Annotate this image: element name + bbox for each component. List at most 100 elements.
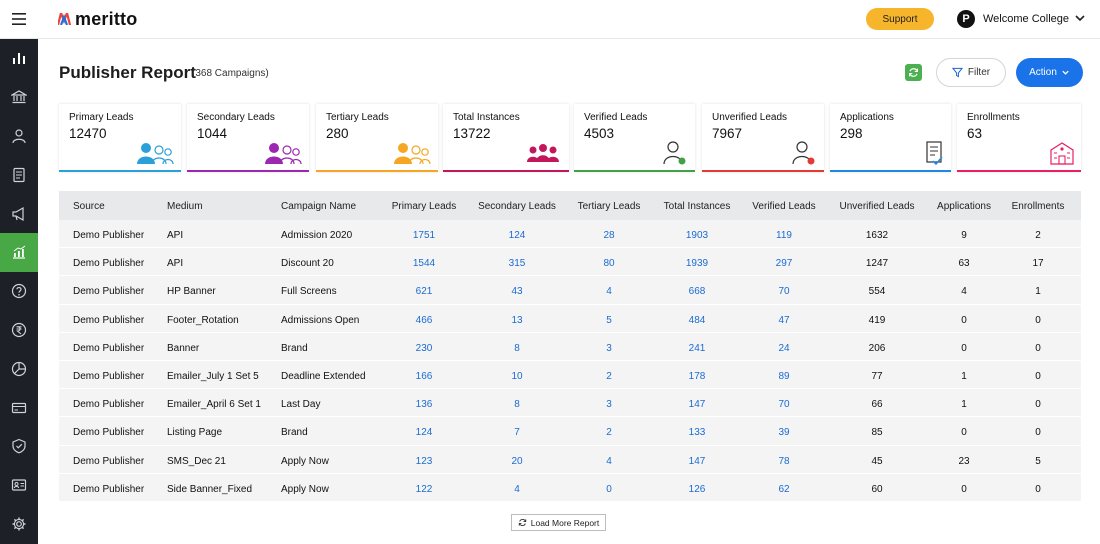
cell-tertiary-leads[interactable]: 5 (606, 314, 612, 326)
stat-card-applications[interactable]: Applications 298 (830, 104, 951, 172)
refresh-button[interactable] (905, 64, 922, 81)
cell-verified-leads[interactable]: 39 (778, 427, 790, 439)
sidebar-item-campaigns[interactable] (0, 194, 38, 233)
stat-card-enrollments[interactable]: Enrollments 63 (957, 104, 1081, 172)
cell-primary-leads[interactable]: 621 (415, 286, 433, 298)
cell-tertiary-leads[interactable]: 0 (606, 483, 612, 495)
cell-tertiary-leads[interactable]: 3 (606, 399, 612, 411)
filter-button[interactable]: Filter (936, 58, 1006, 87)
cell-total-instances[interactable]: 147 (688, 399, 706, 411)
sidebar-item-users[interactable] (0, 117, 38, 156)
column-header-campaign-name[interactable]: Campaign Name (281, 201, 357, 212)
column-header-primary-leads[interactable]: Primary Leads (391, 201, 457, 212)
column-header-unverified-leads[interactable]: Unverified Leads (839, 201, 915, 212)
cell-tertiary-leads[interactable]: 28 (603, 230, 615, 241)
cell-verified-leads[interactable]: 70 (778, 399, 790, 411)
cell-primary-leads[interactable]: 122 (415, 483, 433, 495)
cell-tertiary-leads[interactable]: 4 (606, 286, 612, 298)
cell-verified-leads[interactable]: 47 (778, 314, 790, 326)
column-header-medium[interactable]: Medium (167, 201, 203, 212)
help-icon (11, 284, 27, 299)
cell-secondary-leads[interactable]: 4 (514, 483, 520, 495)
stat-card-tertiary-leads[interactable]: Tertiary Leads 280 (316, 104, 438, 172)
cell-total-instances[interactable]: 178 (688, 371, 706, 382)
cell-primary-leads[interactable]: 136 (415, 399, 433, 411)
cell-tertiary-leads[interactable]: 2 (606, 371, 612, 382)
cell-total-instances[interactable]: 241 (688, 342, 706, 354)
cell-verified-leads[interactable]: 297 (775, 258, 793, 270)
hamburger-menu-icon[interactable] (0, 0, 38, 39)
users-icon (265, 143, 302, 165)
sidebar-item-dashboard[interactable] (0, 39, 38, 78)
sidebar-item-billing[interactable] (0, 388, 38, 427)
chevron-down-icon[interactable] (1074, 12, 1086, 24)
cell-tertiary-leads[interactable]: 80 (603, 258, 615, 270)
sidebar-item-help[interactable] (0, 272, 38, 311)
cell-primary-leads[interactable]: 1751 (412, 230, 436, 241)
college-name[interactable]: Welcome College (983, 13, 1070, 25)
sidebar-item-institution[interactable] (0, 78, 38, 117)
sidebar-item-payments[interactable] (0, 311, 38, 350)
load-more-button[interactable]: Load More Report (511, 514, 606, 531)
column-header-enrollments[interactable]: Enrollments (1011, 201, 1065, 212)
column-header-tertiary-leads[interactable]: Tertiary Leads (577, 201, 641, 212)
stat-card-secondary-leads[interactable]: Secondary Leads 1044 (187, 104, 309, 172)
cell-campaign-name: Full Screens (281, 286, 337, 298)
cell-secondary-leads[interactable]: 8 (514, 342, 520, 354)
column-header-source[interactable]: Source (73, 201, 105, 212)
stat-card-verified-leads[interactable]: Verified Leads 4503 (574, 104, 695, 172)
cell-verified-leads[interactable]: 89 (778, 371, 790, 382)
sidebar-item-security[interactable] (0, 427, 38, 466)
action-button[interactable]: Action (1016, 58, 1083, 87)
sidebar-item-documents[interactable] (0, 155, 38, 194)
cell-source: Demo Publisher (73, 427, 145, 439)
cell-verified-leads[interactable]: 24 (778, 342, 790, 354)
cell-tertiary-leads[interactable]: 2 (606, 427, 612, 439)
cell-total-instances[interactable]: 484 (688, 314, 706, 326)
cell-primary-leads[interactable]: 166 (415, 371, 433, 382)
cell-unverified-leads: 45 (871, 455, 883, 467)
cell-total-instances[interactable]: 1903 (685, 230, 709, 241)
cell-primary-leads[interactable]: 123 (415, 455, 433, 467)
stat-card-unverified-leads[interactable]: Unverified Leads 7967 (702, 104, 824, 172)
cell-secondary-leads[interactable]: 20 (511, 455, 523, 467)
stat-card-total-instances[interactable]: Total Instances 13722 (443, 104, 569, 172)
sidebar-item-analytics[interactable] (0, 349, 38, 388)
cell-total-instances[interactable]: 1939 (685, 258, 709, 270)
avatar[interactable]: P (957, 10, 975, 28)
cell-primary-leads[interactable]: 124 (415, 427, 433, 439)
cell-primary-leads[interactable]: 230 (415, 342, 433, 354)
cell-secondary-leads[interactable]: 124 (508, 230, 526, 241)
cell-verified-leads[interactable]: 70 (778, 286, 790, 298)
cell-verified-leads[interactable]: 119 (776, 230, 792, 241)
column-header-applications[interactable]: Applications (937, 201, 991, 212)
cell-verified-leads[interactable]: 78 (778, 455, 790, 467)
cell-total-instances[interactable]: 147 (688, 455, 706, 467)
cell-secondary-leads[interactable]: 10 (511, 371, 523, 382)
cell-total-instances[interactable]: 668 (688, 286, 706, 298)
cell-verified-leads[interactable]: 62 (778, 483, 790, 495)
column-header-secondary-leads[interactable]: Secondary Leads (478, 201, 556, 212)
meritto-logo[interactable]: meritto (58, 9, 137, 30)
cell-secondary-leads[interactable]: 43 (511, 286, 523, 298)
cell-primary-leads[interactable]: 466 (415, 314, 433, 326)
cell-secondary-leads[interactable]: 8 (514, 399, 520, 411)
stat-card-value: 1044 (197, 126, 228, 141)
sidebar-item-settings[interactable] (0, 505, 38, 544)
school-icon (1050, 142, 1074, 165)
cell-medium: API (167, 230, 184, 241)
cell-total-instances[interactable]: 126 (688, 483, 706, 495)
cell-total-instances[interactable]: 133 (688, 427, 706, 439)
cell-secondary-leads[interactable]: 7 (514, 427, 520, 439)
column-header-verified-leads[interactable]: Verified Leads (752, 201, 816, 212)
support-button[interactable]: Support (866, 8, 934, 30)
cell-secondary-leads[interactable]: 13 (511, 314, 523, 326)
sidebar-item-id[interactable] (0, 466, 38, 505)
sidebar-item-reports[interactable] (0, 232, 38, 272)
cell-primary-leads[interactable]: 1544 (412, 258, 436, 270)
cell-tertiary-leads[interactable]: 4 (606, 455, 612, 467)
column-header-total-instances[interactable]: Total Instances (663, 201, 731, 212)
cell-tertiary-leads[interactable]: 3 (606, 342, 612, 354)
cell-secondary-leads[interactable]: 315 (508, 258, 526, 270)
stat-card-primary-leads[interactable]: Primary Leads 12470 (59, 104, 181, 172)
